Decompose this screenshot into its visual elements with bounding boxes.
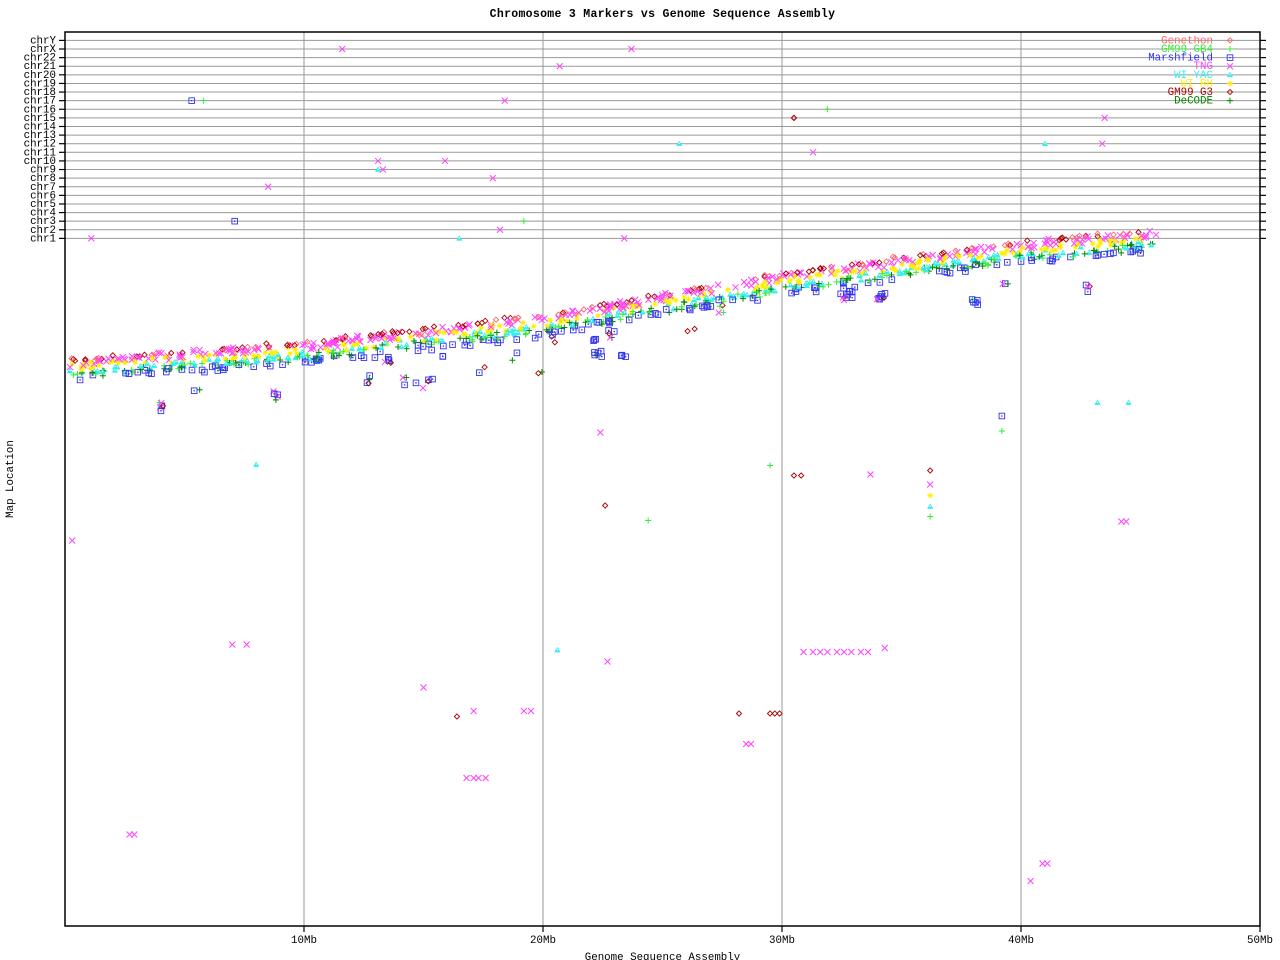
svg-text:40Mb: 40Mb xyxy=(1008,935,1034,947)
svg-text:chr1: chr1 xyxy=(30,233,56,245)
svg-text:20Mb: 20Mb xyxy=(530,935,556,947)
svg-text:Genome Sequence Assembly: Genome Sequence Assembly xyxy=(585,952,741,960)
svg-text:10Mb: 10Mb xyxy=(291,935,317,947)
svg-text:Map Location: Map Location xyxy=(5,440,17,518)
svg-text:30Mb: 30Mb xyxy=(769,935,795,947)
svg-text:50Mb: 50Mb xyxy=(1247,935,1273,947)
svg-text:DeCODE: DeCODE xyxy=(1174,96,1213,108)
